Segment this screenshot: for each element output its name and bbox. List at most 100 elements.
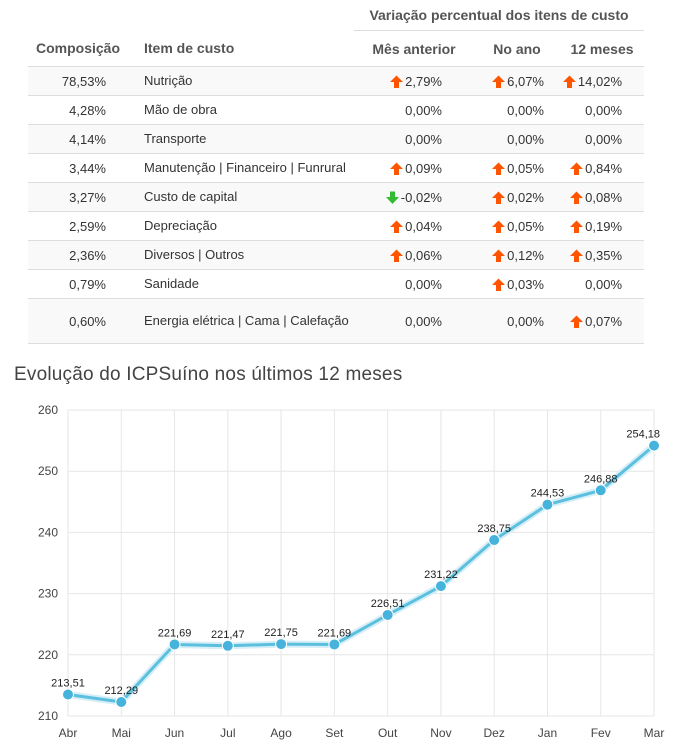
twelve-months-value: 0,19%: [585, 218, 623, 234]
data-point: [62, 688, 74, 701]
data-label: 244,53: [531, 488, 565, 500]
arrow-up-icon: [570, 220, 584, 233]
table-row: 3,44% Manutenção | Financeiro | Funrural 0…: [28, 153, 645, 183]
x-tick-label: Jan: [538, 726, 557, 740]
x-tick-label: Mar: [644, 726, 665, 740]
item-name-cell: Sanidade: [136, 269, 354, 299]
prev-month-value: 0,04%: [405, 218, 442, 234]
prev-month-cell: 0,00%: [354, 95, 474, 125]
prev-month-value: 0,00%: [405, 131, 442, 147]
arrow-up-icon: [570, 315, 584, 328]
chart-axes: 210 220 230 240 250 260 Abr Mai Jun Jul Ago Set Out N…: [38, 403, 664, 740]
arrow-up-icon: [570, 249, 584, 262]
year-value: 0,00%: [507, 131, 544, 147]
arrow-up-icon: [492, 249, 506, 262]
arrow-down-icon: [385, 191, 399, 204]
column-header-composition: Composição: [36, 40, 121, 57]
arrow-up-icon: [390, 220, 404, 233]
data-point: [541, 498, 554, 511]
prev-month-value: 0,00%: [405, 102, 442, 118]
y-tick-label: 220: [38, 648, 58, 662]
arrow-up-icon: [492, 220, 506, 233]
year-cell: 0,00%: [474, 95, 560, 125]
table-row: 2,59% Depreciação 0,04% 0,05% 0,19%: [28, 211, 645, 241]
arrow-up-icon: [570, 191, 584, 204]
item-name-cell: Custo de capital: [136, 182, 354, 212]
arrow-up-icon: [390, 75, 404, 88]
data-point: [381, 608, 394, 621]
data-point: [221, 639, 234, 652]
x-tick-label: Jul: [220, 726, 235, 740]
prev-month-cell: 0,00%: [354, 298, 474, 344]
item-name-cell: Energia elétrica | Cama | Calefação: [136, 298, 354, 344]
twelve-months-value: 14,02%: [577, 73, 623, 89]
x-tick-label: Nov: [430, 726, 451, 740]
data-label: 221,69: [318, 627, 352, 639]
column-header-year: No ano: [493, 40, 541, 57]
year-cell: 0,05%: [474, 211, 560, 241]
prev-month-value: 0,00%: [405, 276, 442, 292]
twelve-months-cell: 0,08%: [560, 182, 645, 212]
data-label: 226,51: [371, 598, 405, 610]
item-name-cell: Manutenção | Financeiro | Funrural: [136, 153, 354, 183]
prev-month-value: 0,00%: [405, 313, 442, 329]
prev-month-cell: 2,79%: [354, 66, 474, 96]
prev-month-value: 0,09%: [405, 160, 442, 176]
cost-table-body: 78,53% Nutrição 2,79% 6,07% 14,02% 4,28% Mão d…: [28, 66, 645, 344]
year-cell: 0,02%: [474, 182, 560, 212]
table-row: 0,60% Energia elétrica | Cama | Calefação…: [28, 298, 645, 344]
twelve-months-value: 0,00%: [585, 131, 623, 147]
year-value: 0,02%: [507, 189, 544, 205]
prev-month-value: 0,06%: [405, 247, 442, 263]
year-cell: 0,12%: [474, 240, 560, 270]
prev-month-value: -0,02%: [400, 189, 442, 205]
data-label: 238,75: [477, 523, 511, 535]
chart-data-labels: 213,51 212,29 221,69 221,47 221,75 221,69 226,…: [51, 429, 660, 697]
twelve-months-value: 0,84%: [585, 160, 623, 176]
composition-cell: 3,44%: [28, 153, 136, 183]
composition-cell: 78,53%: [28, 66, 136, 96]
data-point: [275, 638, 288, 651]
composition-cell: 2,59%: [28, 211, 136, 241]
data-label: 221,69: [158, 627, 192, 639]
table-row: 3,27% Custo de capital -0,02% 0,02% 0,08%: [28, 182, 645, 212]
data-label: 254,18: [626, 429, 660, 441]
cost-table-container: Variação percentual dos itens de custo C…: [28, 0, 645, 344]
year-value: 0,00%: [507, 102, 544, 118]
y-tick-label: 210: [38, 709, 58, 723]
twelve-months-cell: 0,00%: [560, 124, 645, 154]
y-tick-label: 230: [38, 587, 58, 601]
year-cell: 6,07%: [474, 66, 560, 96]
composition-cell: 4,28%: [28, 95, 136, 125]
twelve-months-value: 0,08%: [585, 189, 623, 205]
chart-title: Evolução do ICPSuíno nos últimos 12 mese…: [14, 364, 403, 385]
composition-cell: 3,27%: [28, 182, 136, 212]
x-tick-label: Ago: [270, 726, 292, 740]
twelve-months-value: 0,07%: [585, 313, 623, 329]
y-tick-label: 260: [38, 403, 58, 417]
year-cell: 0,00%: [474, 298, 560, 344]
composition-cell: 4,14%: [28, 124, 136, 154]
twelve-months-value: 0,00%: [585, 276, 623, 292]
table-row: 78,53% Nutrição 2,79% 6,07% 14,02%: [28, 66, 645, 96]
y-tick-label: 250: [38, 464, 58, 478]
arrow-up-icon: [562, 75, 576, 88]
year-cell: 0,00%: [474, 124, 560, 154]
x-tick-label: Abr: [59, 726, 78, 740]
arrow-up-icon: [492, 162, 506, 175]
column-header-prev-month: Mês anterior: [372, 40, 456, 57]
data-point: [328, 638, 341, 651]
data-label: 246,88: [584, 473, 618, 485]
twelve-months-cell: 0,84%: [560, 153, 645, 183]
table-row: 4,14% Transporte 0,00% 0,00% 0,00%: [28, 124, 645, 154]
x-tick-label: Jun: [165, 726, 184, 740]
arrow-up-icon: [390, 249, 404, 262]
twelve-months-value: 0,00%: [585, 102, 623, 118]
table-row: 4,28% Mão de obra 0,00% 0,00% 0,00%: [28, 95, 645, 125]
y-tick-label: 240: [38, 525, 58, 539]
prev-month-value: 2,79%: [405, 73, 442, 89]
data-label: 231,22: [424, 569, 458, 581]
composition-cell: 0,79%: [28, 269, 136, 299]
data-point: [488, 534, 501, 547]
data-point: [434, 580, 447, 593]
